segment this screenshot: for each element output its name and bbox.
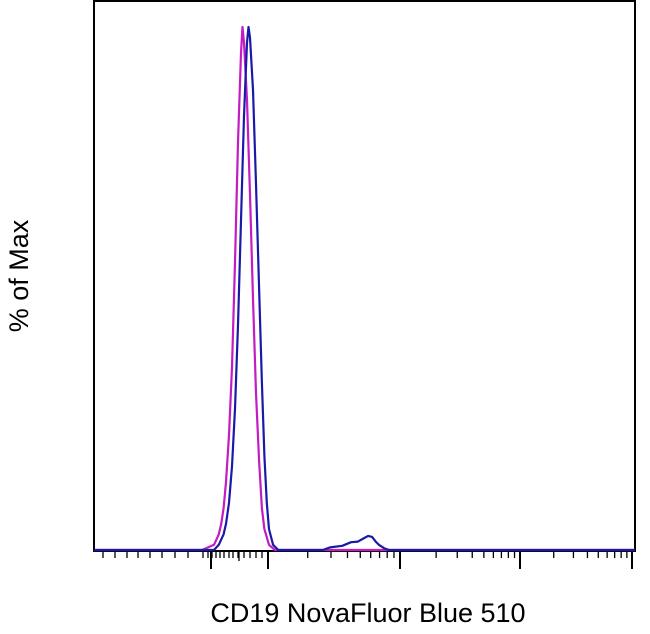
plot-frame <box>93 0 636 552</box>
y-axis-label: % of Max <box>4 219 34 332</box>
series-layer <box>94 25 635 552</box>
x-axis-label: CD19 NovaFluor Blue 510 <box>210 598 525 628</box>
series-line-2 <box>94 25 635 552</box>
x-axis-ticks <box>102 551 633 569</box>
series-line-1 <box>94 25 635 552</box>
